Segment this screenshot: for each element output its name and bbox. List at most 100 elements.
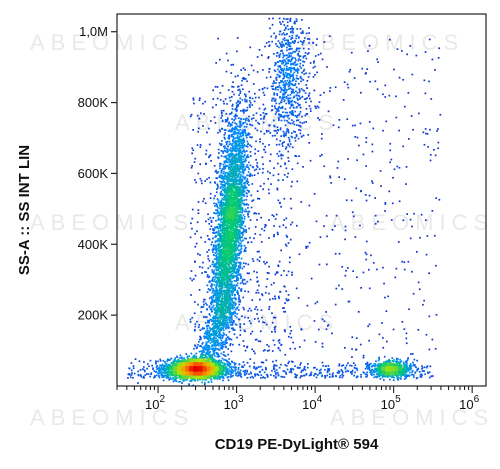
event-point <box>295 35 298 37</box>
event-point <box>354 236 357 238</box>
event-point <box>210 225 213 228</box>
event-point <box>354 371 356 374</box>
event-point <box>277 179 280 182</box>
event-point <box>239 128 241 131</box>
event-point <box>305 108 308 110</box>
event-point <box>308 94 310 97</box>
event-point <box>234 137 236 140</box>
event-point <box>371 143 374 146</box>
event-point <box>249 371 252 374</box>
event-point <box>208 339 211 342</box>
event-point <box>222 152 224 154</box>
event-point <box>389 360 391 362</box>
event-point <box>291 122 294 125</box>
event-point <box>251 200 253 202</box>
event-point <box>255 338 258 341</box>
event-point <box>437 57 440 59</box>
event-point <box>236 284 239 287</box>
event-point <box>240 110 242 112</box>
watermark-text: ABEOMICS <box>300 30 464 55</box>
event-point <box>238 234 240 236</box>
event-point <box>227 145 229 148</box>
event-point <box>261 171 264 174</box>
event-point <box>255 140 257 143</box>
event-point <box>310 277 313 280</box>
event-point <box>225 141 228 144</box>
event-point <box>292 120 295 123</box>
event-point <box>294 365 296 367</box>
event-point <box>359 343 362 346</box>
event-point <box>228 306 231 309</box>
event-point <box>205 341 208 344</box>
event-point <box>314 341 317 343</box>
event-point <box>202 350 204 352</box>
event-point <box>300 328 303 330</box>
event-point <box>234 242 237 245</box>
event-point <box>232 312 235 315</box>
event-point <box>366 361 369 364</box>
event-point <box>217 238 219 240</box>
event-point <box>203 337 206 340</box>
event-point <box>212 98 215 100</box>
event-point <box>218 292 221 295</box>
event-point <box>230 166 232 169</box>
event-point <box>241 209 244 212</box>
event-point <box>223 183 226 186</box>
event-point <box>268 272 270 274</box>
event-point <box>273 93 276 96</box>
event-point <box>299 90 301 92</box>
event-point <box>367 50 369 52</box>
event-point <box>245 119 247 121</box>
event-point <box>342 374 345 377</box>
event-point <box>302 47 305 50</box>
event-point <box>211 333 214 336</box>
event-point <box>268 308 270 310</box>
event-point <box>214 322 217 325</box>
event-point <box>275 369 278 371</box>
event-point <box>271 99 273 102</box>
event-point <box>190 222 192 225</box>
event-point <box>280 89 283 92</box>
event-point <box>362 271 365 274</box>
event-point <box>295 119 298 122</box>
event-point <box>285 91 288 93</box>
event-point <box>234 315 237 317</box>
event-point <box>387 375 390 378</box>
event-point <box>281 49 283 52</box>
event-point <box>356 369 359 372</box>
event-point <box>232 141 235 143</box>
event-point <box>248 133 250 135</box>
event-point <box>366 366 369 368</box>
event-point <box>191 227 193 230</box>
event-point <box>228 163 231 166</box>
event-point <box>278 56 281 58</box>
event-point <box>216 353 218 355</box>
event-point <box>225 339 228 341</box>
event-point <box>332 124 335 127</box>
event-point <box>351 369 354 372</box>
event-point <box>218 277 220 279</box>
event-point <box>241 281 244 284</box>
event-point <box>428 371 431 374</box>
event-point <box>158 376 161 379</box>
event-point <box>206 328 209 330</box>
event-point <box>423 299 425 302</box>
event-point <box>237 273 240 276</box>
event-point <box>400 378 402 380</box>
event-point <box>315 44 318 46</box>
event-point <box>302 55 305 58</box>
event-point <box>368 287 371 290</box>
event-point <box>199 338 201 341</box>
event-point <box>344 370 347 373</box>
event-point <box>244 160 246 163</box>
event-point <box>287 76 290 79</box>
event-point <box>277 199 280 202</box>
event-point <box>213 263 216 266</box>
event-point <box>208 351 211 354</box>
event-point <box>279 30 281 33</box>
event-point <box>178 381 180 383</box>
event-point <box>157 360 159 363</box>
event-point <box>284 134 287 136</box>
event-point <box>275 108 278 110</box>
event-point <box>193 354 196 357</box>
